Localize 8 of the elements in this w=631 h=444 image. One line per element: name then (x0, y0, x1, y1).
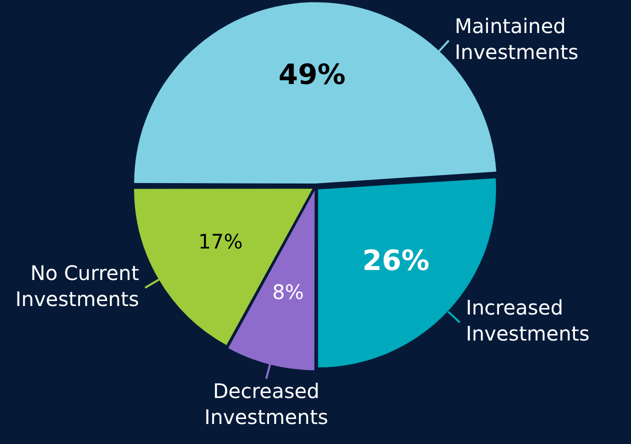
data-label: 26% (362, 244, 430, 277)
data-label: 49% (278, 58, 346, 91)
slice-label: Decreased Investments (204, 378, 328, 429)
data-label: 17% (198, 229, 243, 254)
slice-label: Maintained Investments (454, 14, 578, 64)
slice-label: No Current Investments (15, 260, 140, 311)
slice-label: Increased Investments (466, 296, 590, 346)
data-label: 8% (272, 280, 304, 304)
